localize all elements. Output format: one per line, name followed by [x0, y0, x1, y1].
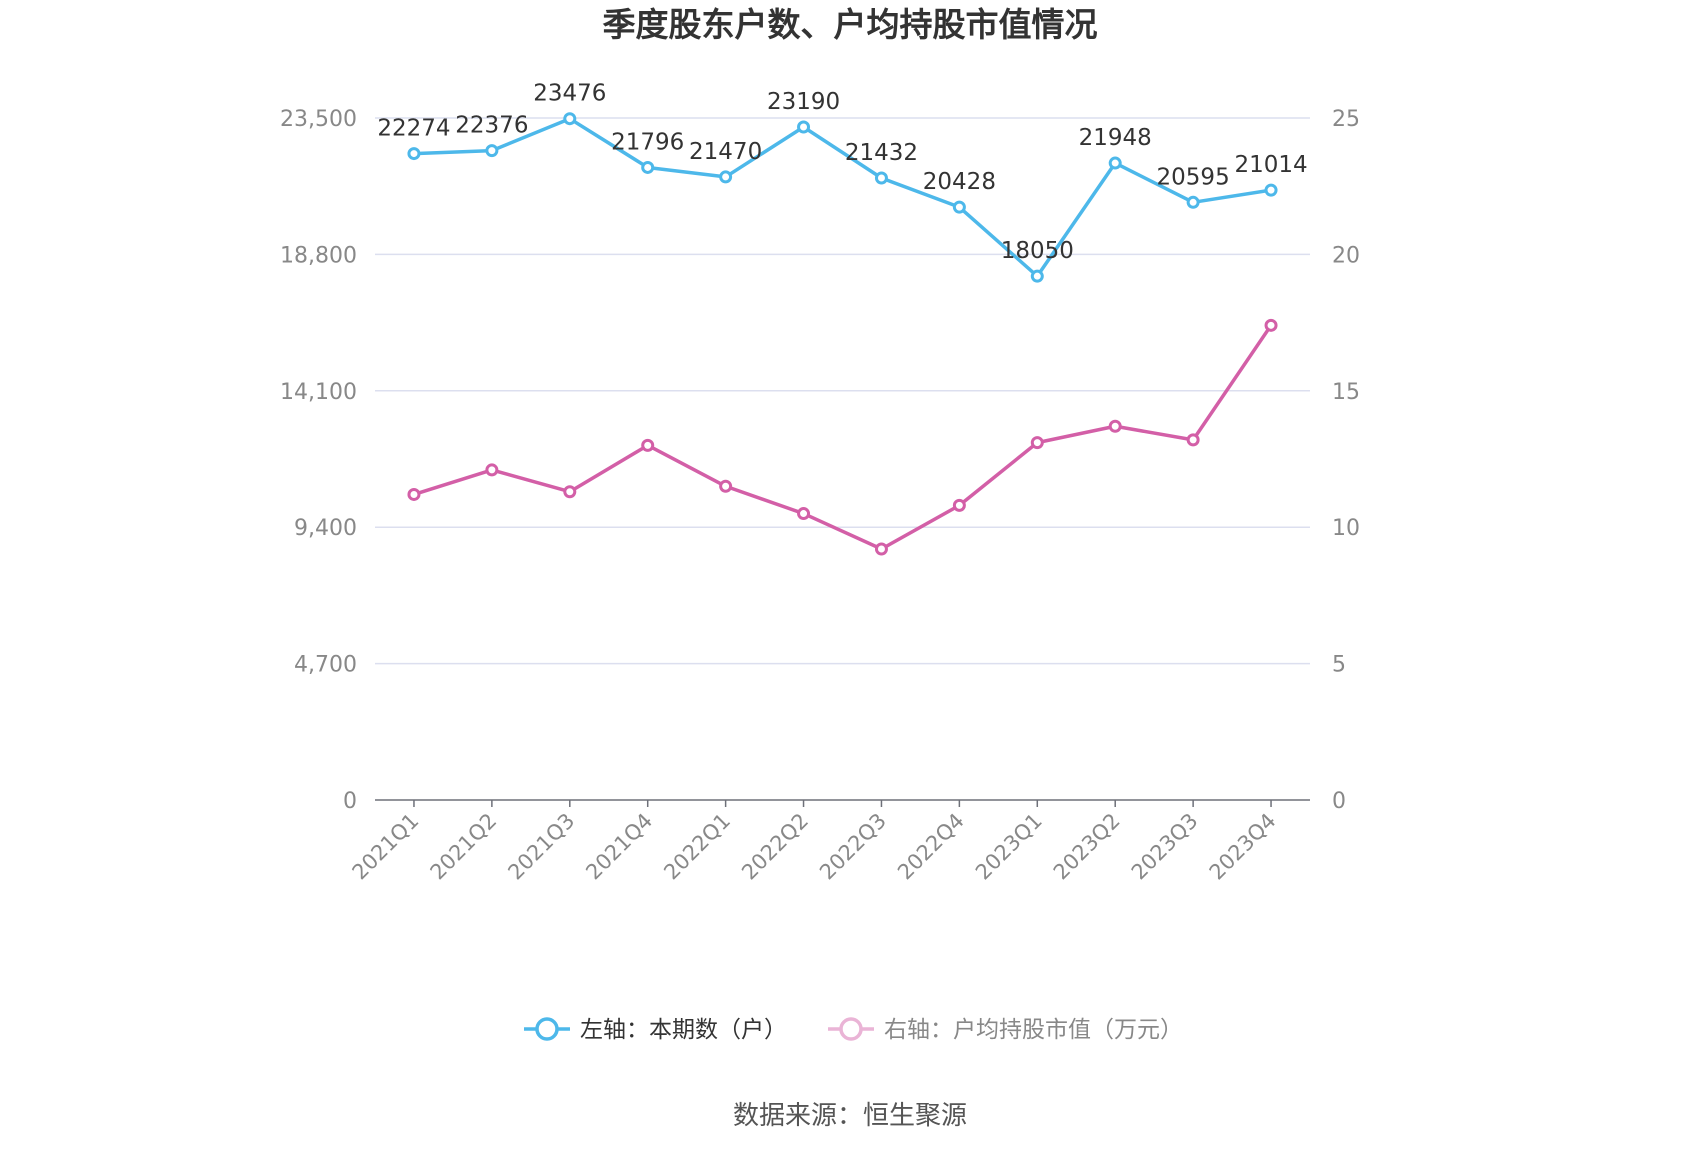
series-line-1 [413, 324, 1273, 551]
left-axis-tick-label: 4,700 [294, 653, 357, 678]
x-axis-tick-label: 2022Q4 [893, 809, 969, 885]
data-point[interactable] [1186, 195, 1200, 209]
x-axis-tick-label: 2023Q4 [1205, 809, 1281, 885]
data-point[interactable] [797, 507, 811, 521]
left-axis-tick-label: 9,400 [294, 516, 357, 541]
data-point[interactable] [641, 438, 655, 452]
data-label: 21014 [1234, 152, 1307, 178]
x-axis-tick-label: 2021Q2 [426, 809, 502, 885]
series-layer [407, 112, 1278, 556]
data-label: 18050 [1001, 238, 1074, 264]
legend-item-0[interactable]: 左轴：本期数（户） [524, 1017, 787, 1043]
x-axis-tick-label: 2023Q1 [971, 809, 1047, 885]
data-point[interactable] [1264, 183, 1278, 197]
data-label: 22274 [377, 116, 450, 142]
data-point[interactable] [952, 200, 966, 214]
legend[interactable]: 左轴：本期数（户） 右轴：户均持股市值（万元） [524, 1017, 1183, 1043]
data-point[interactable] [1108, 156, 1122, 170]
series-line-0 [413, 116, 1272, 278]
data-point[interactable] [485, 144, 499, 158]
chart-title: 季度股东户数、户均持股市值情况 [603, 5, 1098, 44]
data-label: 23190 [767, 89, 840, 115]
data-label: 20595 [1157, 164, 1230, 190]
data-point[interactable] [485, 463, 499, 477]
data-point[interactable] [641, 160, 655, 174]
right-axis-tick-label: 15 [1332, 380, 1360, 405]
legend-item-1[interactable]: 右轴：户均持股市值（万元） [828, 1017, 1183, 1043]
x-axis-tick-label: 2023Q3 [1127, 809, 1203, 885]
data-label: 20428 [923, 169, 996, 195]
legend-label: 右轴：户均持股市值（万元） [884, 1017, 1183, 1043]
data-point[interactable] [407, 487, 421, 501]
right-axis-tick-label: 0 [1332, 789, 1346, 814]
data-point[interactable] [563, 112, 577, 126]
legend-label: 左轴：本期数（户） [580, 1017, 787, 1043]
data-point[interactable] [563, 485, 577, 499]
data-point[interactable] [1186, 433, 1200, 447]
data-point[interactable] [874, 171, 888, 185]
right-axis-tick-label: 20 [1332, 243, 1360, 268]
data-point[interactable] [719, 479, 733, 493]
data-point[interactable] [407, 147, 421, 161]
data-point[interactable] [719, 170, 733, 184]
data-label: 22376 [455, 113, 528, 139]
data-label: 21432 [845, 140, 918, 166]
right-axis-tick-label: 25 [1332, 107, 1360, 132]
x-axis-tick-label: 2021Q3 [503, 809, 579, 885]
data-point[interactable] [797, 120, 811, 134]
data-point[interactable] [1108, 419, 1122, 433]
data-point[interactable] [1264, 318, 1278, 332]
data-label: 21796 [611, 129, 684, 155]
source-note: 数据来源：恒生聚源 [733, 1101, 967, 1131]
axes: 0 0 4,700 5 9,400 10 14,100 15 18,800 20 23,500 25 2… [280, 107, 1360, 884]
left-axis-tick-label: 18,800 [280, 243, 357, 268]
right-axis-tick-label: 10 [1332, 516, 1360, 541]
left-axis-tick-label: 14,100 [280, 380, 357, 405]
grid [375, 117, 1310, 665]
x-axis-tick-label: 2022Q1 [659, 809, 735, 885]
x-axis-tick-label: 2023Q2 [1049, 809, 1125, 885]
x-axis-tick-label: 2021Q4 [581, 809, 657, 885]
data-label: 21470 [689, 139, 762, 165]
legend-marker-icon [839, 1017, 863, 1041]
x-axis-tick-label: 2021Q1 [348, 809, 424, 885]
data-label: 23476 [533, 81, 606, 107]
data-point[interactable] [952, 498, 966, 512]
data-point[interactable] [874, 542, 888, 556]
data-point[interactable] [1030, 436, 1044, 450]
x-axis-tick-label: 2022Q3 [815, 809, 891, 885]
right-axis-tick-label: 5 [1332, 653, 1346, 678]
left-axis-tick-label: 0 [343, 789, 357, 814]
x-axis-tick-label: 2022Q2 [737, 809, 813, 885]
left-axis-tick-label: 23,500 [280, 107, 357, 132]
legend-marker-icon [535, 1017, 559, 1041]
data-label: 21948 [1079, 125, 1152, 151]
data-point[interactable] [1030, 269, 1044, 283]
